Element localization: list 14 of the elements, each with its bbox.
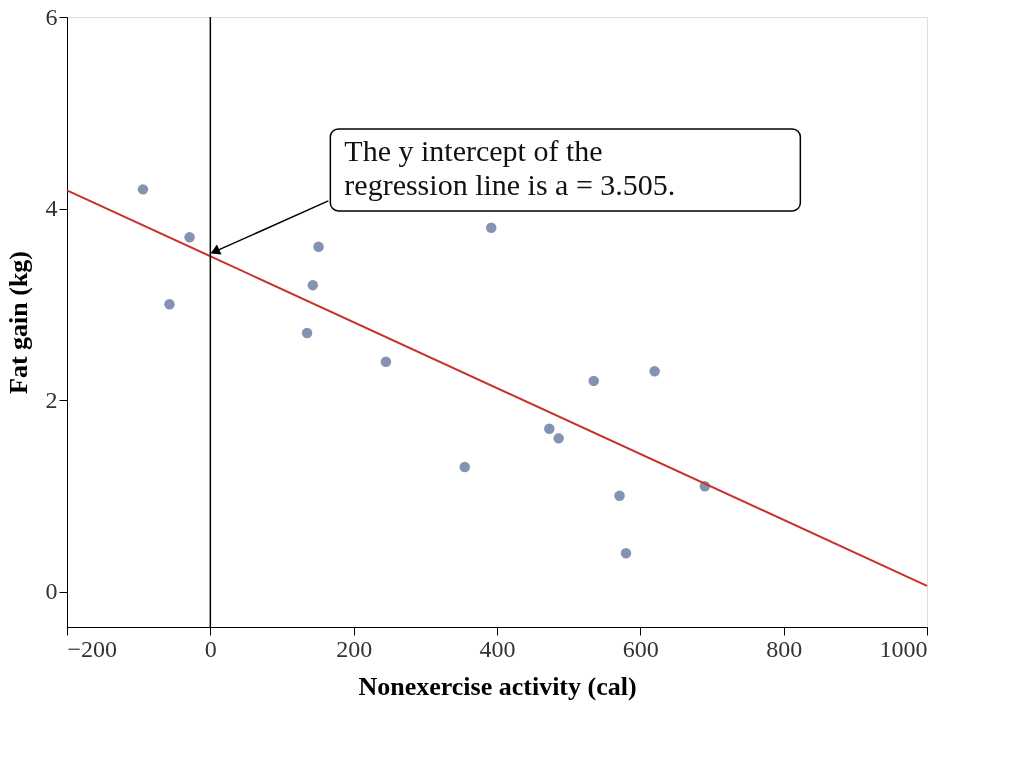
y-tick-label: 0 xyxy=(45,578,58,605)
x-tick-label: 400 xyxy=(479,635,516,662)
y-tick-label: 2 xyxy=(45,386,58,413)
y-axis-title: Fat gain (kg) xyxy=(3,251,33,394)
y-tick-label: 6 xyxy=(45,3,58,30)
x-tick-label: 600 xyxy=(622,635,659,662)
x-tick-label: −200 xyxy=(67,635,118,662)
annotation: The y intercept of the regression line is a = 3.505. xyxy=(344,133,676,201)
x-tick-label: 1000 xyxy=(879,635,928,662)
x-axis-title: Nonexercise activity (cal) xyxy=(358,671,637,701)
y-tick-label: 4 xyxy=(45,195,58,222)
x-tick-label: 0 xyxy=(204,635,217,662)
x-tick-label: 800 xyxy=(766,635,803,662)
x-tick-label: 200 xyxy=(336,635,373,662)
